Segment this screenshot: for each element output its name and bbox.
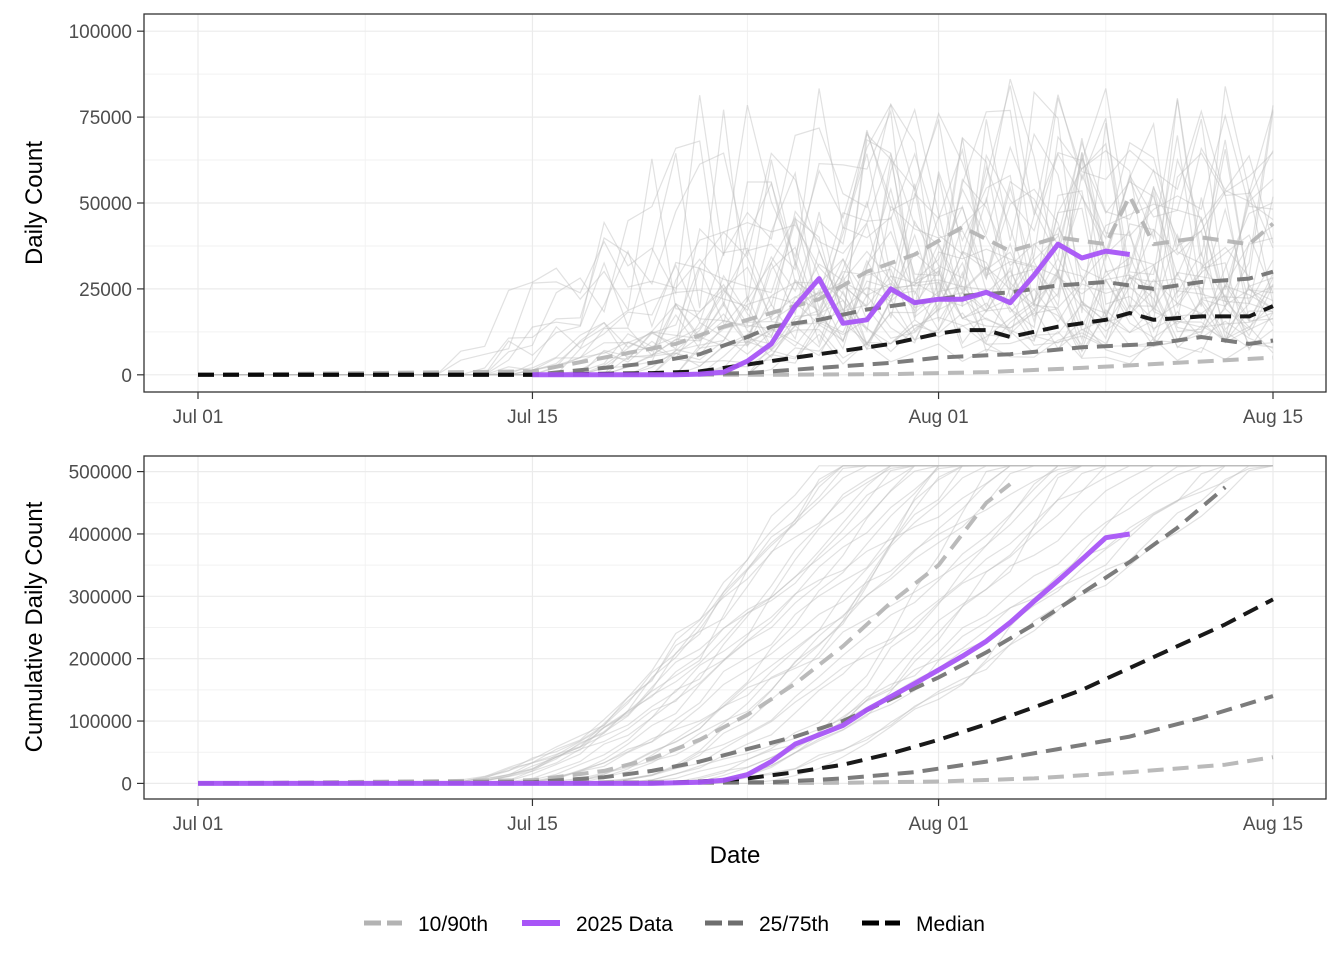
x-tick-label: Aug 01 [908,814,968,835]
x-tick-label: Jul 15 [507,814,558,835]
y-tick-label: 50000 [79,194,132,215]
series-line-25-75th [198,335,1274,377]
series-line-2025-data [532,241,1131,378]
series-line-10-90th [197,482,1012,786]
y-tick-label: 100000 [69,22,132,43]
y-axis-title: Cumulative Daily Count [21,501,48,752]
series-line-10-90th [197,194,1275,377]
x-tick-label: Aug 15 [1243,814,1303,835]
series-line-25-75th [197,694,1274,786]
y-tick-label: 25000 [79,280,132,301]
legend: 10/90th 2025 Data 25/75th Median [364,913,985,936]
x-tick-label: Jul 01 [173,814,224,835]
series-line-median [198,597,1274,786]
legend-label: Median [916,913,985,936]
legend-label: 2025 Data [576,913,673,936]
x-tick-label: Jul 01 [173,407,224,428]
legend-item: 10/90th [364,913,488,936]
x-tick-label: Jul 15 [507,407,558,428]
series-line-2025-data [198,531,1131,786]
y-tick-label: 300000 [69,587,132,608]
legend-item: 25/75th [705,913,829,936]
y-tick-label: 0 [121,366,132,387]
series-line-10-90th [198,355,1274,377]
y-tick-label: 400000 [69,525,132,546]
historical-traces [197,78,1275,378]
historical-traces [197,465,1274,786]
legend-item: Median [862,913,985,936]
x-tick-label: Aug 15 [1243,407,1303,428]
x-tick-label: Aug 01 [908,407,968,428]
x-axis-title: Date [710,842,761,869]
y-tick-label: 75000 [79,108,132,129]
y-tick-label: 200000 [69,650,132,671]
legend-item: 2025 Data [522,913,673,936]
series-line-25-75th [198,269,1274,377]
y-axis-title: Daily Count [21,141,48,265]
y-tick-label: 0 [121,774,132,795]
panel-border [143,455,1327,800]
cumulative-count-panel: 0 100000 200000 300000 400000 500000 Jul 01 Jul… [21,455,1327,869]
daily-count-panel: 0 25000 50000 75000 100000 Jul 01 Jul 15 Aug 01… [21,13,1327,428]
legend-label: 25/75th [759,913,829,936]
legend-label: 10/90th [418,913,488,936]
y-tick-label: 500000 [69,463,132,484]
y-tick-label: 100000 [69,712,132,733]
series-line-median [198,304,1274,377]
series-line-10-90th [197,755,1274,786]
